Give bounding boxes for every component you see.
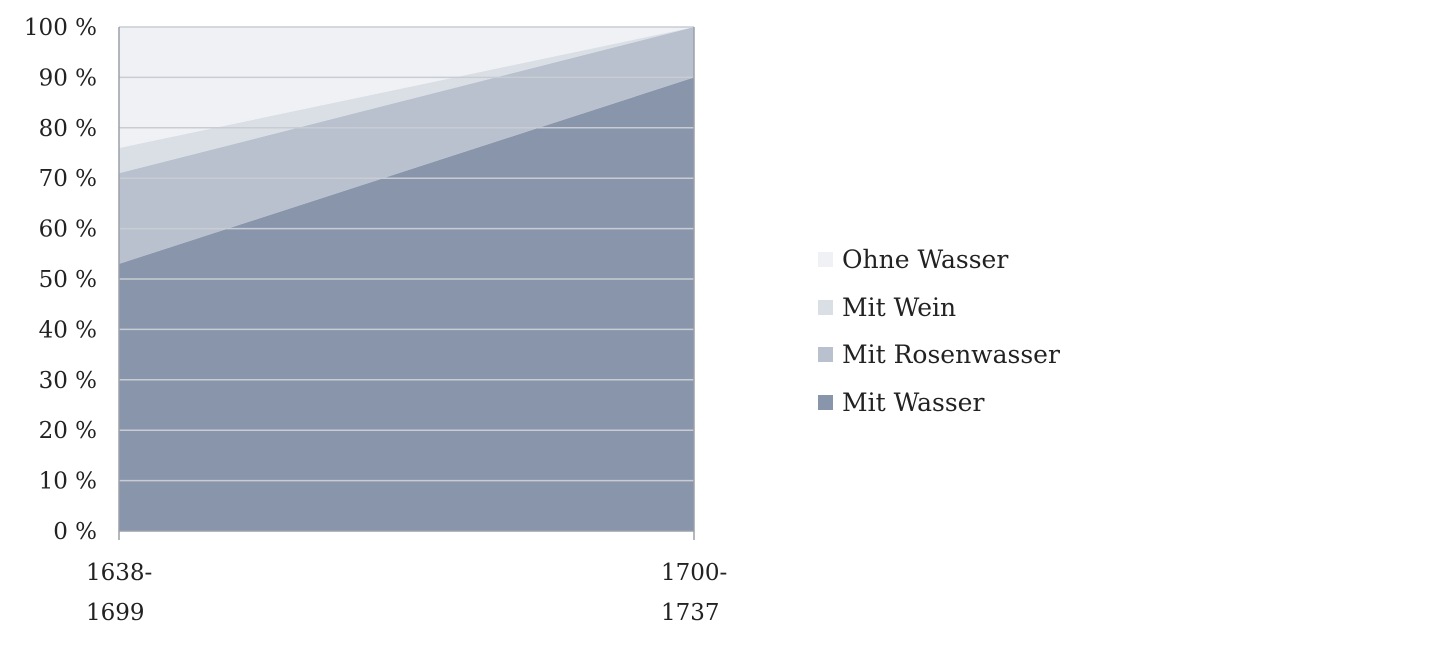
y-axis-ticks: 0 % 10 % 20 % 30 % 40 % 50 % 60 % 70 % 80 % 90 % 1…	[24, 15, 97, 545]
y-tick-label: 20 %	[39, 418, 97, 444]
y-tick-label: 40 %	[39, 317, 97, 343]
x-tick-label: 1700-1737	[661, 560, 727, 626]
legend-item: Mit Wasser	[818, 379, 1060, 427]
chart-areas	[119, 27, 694, 532]
chart-gridlines	[119, 26, 694, 532]
area-mit-wein	[119, 27, 694, 174]
y-tick-label: 30 %	[39, 368, 97, 394]
y-tick-label: 50 %	[39, 267, 97, 293]
y-tick-label: 100 %	[24, 15, 97, 41]
legend-item: Mit Wein	[818, 284, 1060, 332]
legend-label: Ohne Wasser	[842, 245, 1009, 275]
legend-swatch	[818, 299, 833, 315]
legend-label: Mit Wein	[842, 292, 957, 322]
legend-label: Mit Wasser	[842, 387, 985, 417]
y-tick-label: 80 %	[39, 116, 97, 142]
area-mit-wasser	[119, 77, 694, 532]
legend-item: Ohne Wasser	[818, 236, 1060, 284]
chart-axes	[118, 27, 695, 540]
y-tick-label: 0 %	[53, 519, 97, 545]
y-tick-label: 70 %	[39, 166, 97, 192]
stacked-area-chart: 0 % 10 % 20 % 30 % 40 % 50 % 60 % 70 % 80 % 90 % 1…	[24, 15, 727, 626]
x-tick-label: 1638-1699	[86, 560, 152, 626]
legend-item: Mit Rosenwasser	[818, 331, 1060, 379]
y-tick-label: 60 %	[39, 217, 97, 243]
area-ohne-wasser	[119, 27, 694, 148]
chart-legend: Ohne Wasser Mit Wein Mit Rosenwasser Mit Wa…	[818, 236, 1060, 426]
area-mit-rosenwasser	[119, 27, 694, 264]
legend-swatch	[818, 252, 833, 268]
y-tick-label: 90 %	[39, 65, 97, 91]
x-axis-ticks: 1638-1699 1700-1737	[86, 560, 727, 626]
legend-label: Mit Rosenwasser	[842, 340, 1060, 370]
legend-swatch	[818, 394, 833, 410]
legend-swatch	[818, 347, 833, 363]
y-tick-label: 10 %	[39, 469, 97, 495]
